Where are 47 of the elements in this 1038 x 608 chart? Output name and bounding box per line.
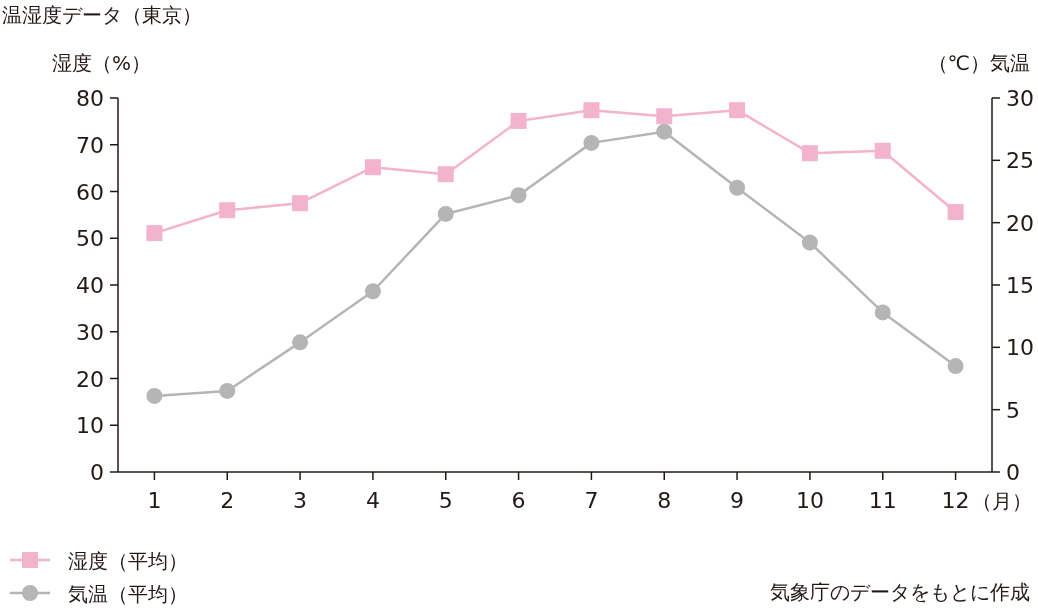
point (801, 234, 818, 251)
y-tick-label: 40 (76, 273, 104, 298)
point (656, 123, 673, 140)
y-tick-label: 10 (76, 413, 104, 439)
point (146, 225, 163, 242)
y2-tick-label: 5 (1006, 397, 1020, 423)
point (510, 187, 527, 204)
point (292, 195, 309, 212)
point (583, 134, 600, 151)
y-tick-label: 70 (76, 132, 104, 158)
point (219, 382, 236, 399)
y-tick-label: 0 (90, 460, 104, 485)
legend-label: 気温（平均） (68, 582, 188, 606)
point (219, 202, 236, 219)
y-tick-label: 60 (76, 179, 104, 205)
point (947, 358, 964, 375)
y2-axis-title: （℃）気温 (927, 51, 1030, 75)
point (801, 145, 818, 162)
point (364, 159, 381, 176)
point (947, 204, 964, 221)
point (146, 387, 163, 404)
y2-tick-label: 0 (1006, 460, 1020, 485)
text: 気象庁のデータをもとに作成 (770, 580, 1030, 604)
point (656, 108, 673, 125)
y2-tick-label: 25 (1006, 148, 1034, 174)
point (583, 102, 600, 119)
point (874, 142, 891, 159)
y2-tick-label: 30 (1006, 86, 1034, 111)
x-axis-title: （月） (972, 489, 1032, 513)
point (729, 179, 746, 196)
y2-tick-label: 20 (1006, 210, 1034, 236)
point (729, 102, 746, 119)
point (364, 283, 381, 300)
y2-tick-label: 10 (1006, 335, 1034, 361)
y-tick-label: 80 (76, 86, 104, 111)
y-tick-label: 20 (76, 366, 104, 392)
point (510, 112, 527, 129)
y2-tick-label: 15 (1006, 273, 1034, 298)
legend-label: 湿度（平均） (68, 549, 188, 573)
y-tick-label: 50 (76, 226, 104, 252)
chart-title: 温湿度データ（東京） (2, 3, 202, 27)
point (437, 166, 454, 183)
point (874, 304, 891, 321)
y-tick-label: 30 (76, 319, 104, 345)
point (292, 334, 309, 351)
y-axis-title: 湿度（%） (52, 51, 152, 75)
point (437, 205, 454, 222)
